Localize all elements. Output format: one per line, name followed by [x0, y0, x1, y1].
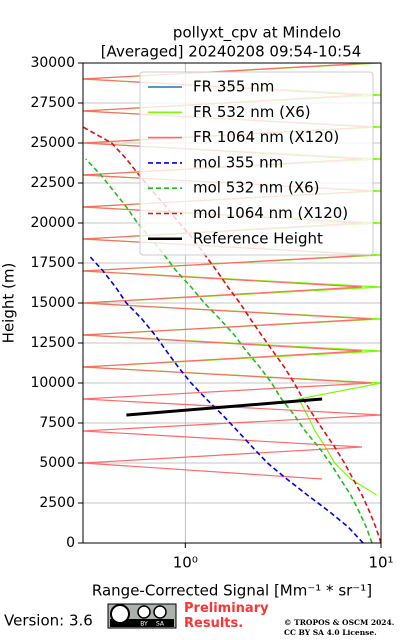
y-tick-label: 10000 [30, 375, 75, 391]
legend-label: mol 532 nm (X6) [193, 179, 320, 197]
legend-label: Reference Height [193, 229, 323, 247]
y-tick-label: 15000 [30, 295, 75, 311]
version: Version: 3.6 [4, 612, 93, 630]
legend-label: FR 1064 nm (X120) [193, 128, 339, 146]
y-tick-label: 25000 [30, 135, 75, 151]
sa-icon [153, 605, 167, 619]
y-tick-label: 17500 [30, 255, 75, 271]
y-tick-label: 0 [66, 535, 75, 551]
legend-box [139, 71, 374, 256]
cc-icon [110, 604, 130, 624]
legend-label: mol 1064 nm (X120) [193, 204, 348, 222]
footer: Version: 3.6 BY SA Preliminary Results. … [4, 601, 394, 637]
legend-label: FR 355 nm [193, 78, 274, 96]
badge-sa: SA [156, 621, 165, 628]
copyright: © TROPOS & OSCM 2024. [284, 618, 394, 627]
preliminary-note: Preliminary Results. [184, 601, 269, 631]
y-axis-label: Height (m) [0, 263, 18, 344]
badge-by: BY [140, 621, 148, 628]
y-tick-label: 12500 [30, 335, 75, 351]
y-tick-label: 5000 [39, 455, 75, 471]
y-tick-label: 22500 [30, 175, 75, 191]
signal-line [126, 397, 323, 417]
y-tick-label: 2500 [39, 495, 75, 511]
x-tick-label: 10¹ [368, 554, 393, 572]
by-icon [137, 605, 151, 619]
y-tick-label: 7500 [39, 415, 75, 431]
chart-title: pollyxt_cpv at Mindelo [173, 24, 341, 43]
y-tick-label: 30000 [30, 55, 75, 71]
x-tick-label: 10⁰ [173, 554, 198, 572]
legend-label: mol 355 nm [193, 153, 283, 171]
cc-badge-band [110, 619, 174, 627]
y-tick-label: 20000 [30, 215, 75, 231]
x-axis-label: Range-Corrected Signal [Mm⁻¹ * sr⁻¹] [92, 582, 372, 600]
signal-line [82, 126, 382, 544]
note-box: Preliminary Results. [184, 601, 269, 631]
signal-line [87, 254, 364, 544]
chart-subtitle: [Averaged] 20240208 09:54-10:54 [101, 43, 362, 61]
license: CC BY SA 4.0 License. [284, 628, 377, 637]
y-tick-label: 27500 [30, 95, 75, 111]
legend-label: FR 532 nm (X6) [193, 103, 311, 121]
